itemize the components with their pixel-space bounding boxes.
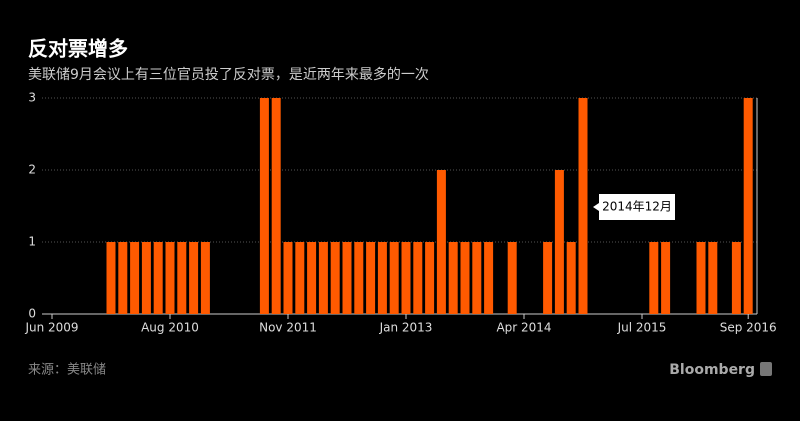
bar (200, 242, 210, 314)
x-tick-label: Apr 2014 (496, 321, 551, 335)
brand-icon (760, 362, 772, 376)
y-tick-label: 2 (28, 163, 36, 177)
bar (377, 242, 387, 314)
bar (271, 98, 281, 314)
brand: Bloomberg (669, 362, 755, 378)
x-tick-label: Jul 2015 (617, 321, 667, 335)
bar (189, 242, 199, 314)
bar (708, 242, 718, 314)
bar (389, 242, 399, 314)
bar (436, 170, 446, 314)
bar (460, 242, 470, 314)
bar (130, 242, 140, 314)
bar (330, 242, 340, 314)
bar (153, 242, 163, 314)
bar (354, 242, 364, 314)
bar (731, 242, 741, 314)
annotation-box (593, 194, 675, 220)
x-tick-label: Sep 2016 (720, 321, 777, 335)
x-tick-label: Aug 2010 (141, 321, 199, 335)
bar (318, 242, 328, 314)
bar (578, 98, 588, 314)
bar (425, 242, 435, 314)
chart-title: 反对票增多 (28, 37, 128, 61)
bar (259, 98, 269, 314)
y-tick-label: 3 (28, 91, 36, 105)
bar (484, 242, 494, 314)
bar (413, 242, 423, 314)
bar (743, 98, 753, 314)
y-tick-label: 1 (28, 235, 36, 249)
bar (543, 242, 553, 314)
bar (554, 170, 564, 314)
bar (661, 242, 671, 314)
bar (141, 242, 151, 314)
annotation: 2014年12月 (602, 200, 672, 214)
x-tick-label: Jan 2013 (379, 321, 433, 335)
bar (307, 242, 317, 314)
bar (448, 242, 458, 314)
bar (118, 242, 128, 314)
bar (401, 242, 411, 314)
source: 来源：美联储 (28, 363, 106, 378)
bar (177, 242, 187, 314)
bar (649, 242, 659, 314)
bar (472, 242, 482, 314)
bar (283, 242, 293, 314)
bar (165, 242, 175, 314)
y-tick-label: 0 (28, 307, 36, 321)
bar (342, 242, 352, 314)
x-tick-label: Jun 2009 (24, 321, 78, 335)
bar (106, 242, 116, 314)
bar (507, 242, 517, 314)
bar (696, 242, 706, 314)
chart-subtitle: 美联储9月会议上有三位官员投了反对票，是近两年来最多的一次 (28, 66, 429, 83)
bar (295, 242, 305, 314)
bar (366, 242, 376, 314)
x-tick-label: Nov 2011 (259, 321, 317, 335)
bar (566, 242, 576, 314)
